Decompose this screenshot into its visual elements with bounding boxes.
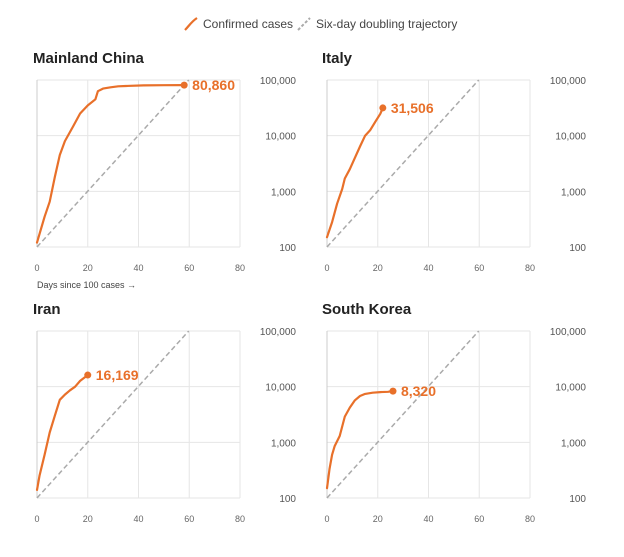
- confirmed-line-south-korea: [325, 390, 395, 490]
- y-tick-label: 100: [569, 494, 586, 505]
- end-label-china: 80,860: [192, 77, 235, 93]
- x-tick-label: 40: [133, 514, 143, 524]
- x-tick-label: 80: [525, 514, 535, 524]
- x-tick-label: 20: [373, 514, 383, 524]
- y-tick-label: 10,000: [555, 132, 586, 143]
- panel-title-south-korea: South Korea: [322, 301, 412, 318]
- panel-iran: 0 20 40 60 80 100 1,000 10,000 100,000 16,169: [34, 327, 296, 524]
- end-label-south-korea: 8,320: [401, 383, 436, 399]
- legend-confirmed-label: Confirmed cases: [203, 17, 294, 31]
- y-tick-label: 100,000: [260, 327, 297, 338]
- x-tick-label: 40: [423, 263, 433, 273]
- panel-title-china: Mainland China: [33, 50, 144, 67]
- end-label-italy: 31,506: [391, 100, 434, 116]
- x-tick-label: 80: [525, 263, 535, 273]
- x-tick-label: 0: [324, 263, 329, 273]
- x-tick-label: 60: [184, 514, 194, 524]
- y-tick-label: 1,000: [561, 438, 586, 449]
- end-label-iran: 16,169: [96, 367, 139, 383]
- x-tick-label: 0: [34, 263, 39, 273]
- y-tick-label: 1,000: [271, 187, 296, 198]
- doubling-line-iran: [36, 330, 190, 499]
- x-tick-label: 60: [474, 263, 484, 273]
- end-point-iran: [84, 371, 92, 379]
- x-tick-label: 20: [373, 263, 383, 273]
- y-tick-label: 100: [569, 243, 586, 254]
- confirmed-swatch-icon: [184, 17, 198, 31]
- y-tick-label: 100,000: [550, 327, 587, 338]
- panel-italy: 0 20 40 60 80 100 1,000 10,000 100,000 31,506: [324, 76, 586, 273]
- panel-title-iran: Iran: [33, 301, 61, 318]
- x-tick-label: 20: [83, 514, 93, 524]
- panel-china: 0 20 40 60 80 100 1,000 10,000 100,000 80,860: [34, 76, 296, 273]
- end-point-china: [180, 81, 188, 89]
- x-tick-label: 0: [34, 514, 39, 524]
- legend-doubling-label: Six-day doubling trajectory: [316, 17, 458, 31]
- x-tick-label: 60: [184, 263, 194, 273]
- x-tick-label: 0: [324, 514, 329, 524]
- y-tick-label: 100,000: [260, 76, 297, 87]
- y-tick-label: 10,000: [265, 132, 296, 143]
- x-tick-label: 40: [423, 514, 433, 524]
- y-tick-label: 100,000: [550, 76, 587, 87]
- y-tick-label: 100: [279, 494, 296, 505]
- panel-south-korea: 0 20 40 60 80 100 1,000 10,000 100,000 8,320: [324, 327, 586, 524]
- x-axis-note: Days since 100 cases →: [37, 280, 137, 290]
- x-tick-label: 60: [474, 514, 484, 524]
- y-tick-label: 100: [279, 243, 296, 254]
- panel-title-italy: Italy: [322, 50, 353, 67]
- x-tick-label: 80: [235, 514, 245, 524]
- legend: Confirmed cases Six-day doubling traject…: [0, 14, 624, 34]
- end-point-south-korea: [389, 387, 397, 395]
- confirmed-line-italy: [325, 106, 384, 239]
- confirmed-line-china: [35, 83, 186, 244]
- x-tick-label: 20: [83, 263, 93, 273]
- y-tick-label: 1,000: [271, 438, 296, 449]
- x-tick-label: 40: [133, 263, 143, 273]
- y-tick-label: 10,000: [555, 383, 586, 394]
- x-tick-label: 80: [235, 263, 245, 273]
- doubling-swatch-icon: [297, 17, 311, 31]
- doubling-line-china: [36, 79, 190, 248]
- end-point-italy: [379, 104, 387, 112]
- y-tick-label: 1,000: [561, 187, 586, 198]
- doubling-line-south-korea: [326, 330, 480, 499]
- y-tick-label: 10,000: [265, 383, 296, 394]
- doubling-line-italy: [326, 79, 480, 248]
- confirmed-line-iran: [35, 373, 89, 491]
